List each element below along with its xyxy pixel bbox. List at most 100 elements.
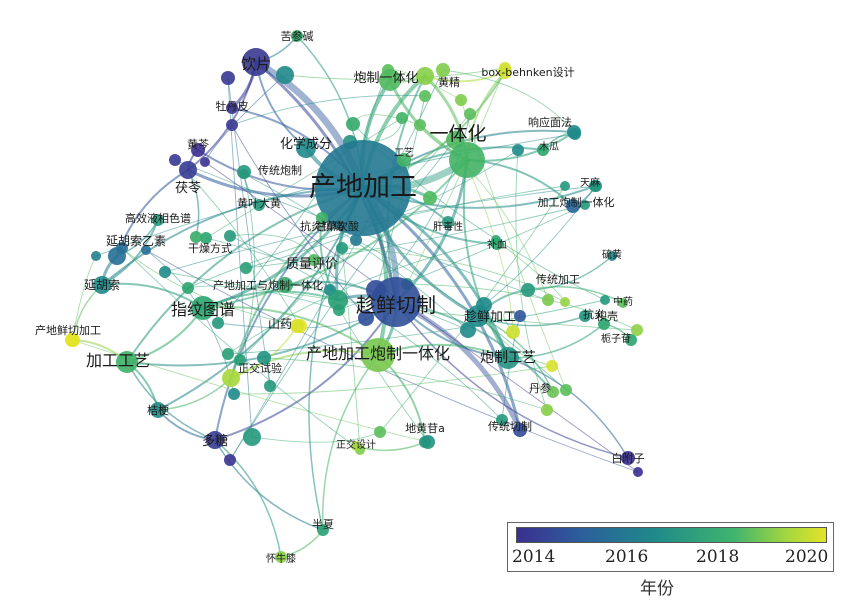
node-yinpian	[242, 48, 270, 76]
edge-minor	[187, 285, 340, 311]
minor-node	[336, 242, 348, 254]
label-kushen: 苦参碱	[281, 29, 314, 43]
node-paozhiyitihua	[379, 69, 401, 91]
node-huaxuechengfen	[296, 138, 316, 158]
label-paozhiyitihua: 炮制一体化	[353, 71, 418, 86]
node-chuantongqiezhi	[513, 423, 527, 437]
minor-node	[600, 295, 610, 305]
minor-node	[560, 181, 570, 191]
label-shanyao: 山药	[268, 317, 292, 331]
label-quxianjiagong: 趁鲜加工	[464, 310, 516, 325]
node-paozhiyitihua2	[361, 338, 395, 372]
label-danshen: 丹参	[529, 381, 551, 395]
label-banxia: 半夏	[312, 517, 334, 531]
label-liuhuang: 硫黄	[602, 248, 622, 261]
edge-minor	[419, 124, 549, 301]
minor-node	[200, 157, 210, 167]
node-gancaoyanzhi	[423, 191, 437, 205]
label-buxue: 补血	[487, 238, 507, 251]
node-ganzaofangshi	[190, 231, 202, 243]
network-nodes	[65, 30, 643, 563]
node-yanhusuo	[93, 276, 111, 294]
minor-node	[541, 404, 553, 416]
edge-minor	[341, 247, 361, 451]
edge-quxianjiagong-kangyan	[477, 315, 586, 327]
minor-node	[346, 117, 360, 131]
label-fuling: 茯苓	[175, 181, 201, 196]
minor-node	[222, 348, 234, 360]
minor-node	[396, 112, 408, 124]
minor-node	[159, 266, 171, 278]
edge-quxianqiezhi-baifuzi	[395, 301, 629, 459]
edge-chuantongjiagong-zhongyao	[527, 285, 624, 304]
node-boxbehnken	[498, 65, 512, 79]
minor-node	[169, 154, 181, 166]
edge-minor	[205, 237, 469, 331]
label-huaxuechengfen: 化学成分	[280, 136, 332, 152]
node-kangyanzhiyao	[316, 212, 328, 224]
minor-node	[560, 384, 572, 396]
edge-minor	[442, 69, 576, 135]
label-boxbehnken: box-behnken设计	[481, 66, 574, 79]
label-zhiliangpingjia: 质量评价	[286, 257, 338, 272]
node-baifuzi	[621, 451, 635, 465]
minor-node	[506, 325, 520, 339]
label-yinpian: 饮片	[241, 55, 271, 73]
minor-node	[240, 262, 252, 274]
label-baifuzi: 白附子	[612, 451, 645, 465]
minor-node	[228, 388, 240, 400]
node-paozhigongyi	[497, 347, 519, 369]
minor-node	[141, 245, 151, 255]
edge-minor	[239, 173, 255, 361]
edge-yitihua-zhiwentupu	[202, 159, 468, 309]
label-xiangying: 响应面法	[528, 115, 572, 129]
node-banxia	[317, 524, 329, 536]
edge-minor	[251, 431, 381, 443]
node-chandixianqie	[66, 333, 80, 347]
edge-minor	[233, 365, 553, 395]
edge-minor	[460, 99, 567, 391]
edge-minor	[71, 255, 97, 341]
edge-minor	[406, 283, 638, 331]
minor-node	[496, 414, 508, 426]
label-zhizicha: 栀子苷	[601, 332, 631, 345]
node-zhengjiaoshiyan	[222, 369, 240, 387]
minor-node	[460, 322, 476, 338]
minor-node	[182, 282, 194, 294]
colorbar-tick-2016: 2016	[605, 547, 649, 567]
node-chuantongjiagong	[521, 283, 535, 297]
node-gaoxiaoye	[152, 214, 164, 226]
minor-node	[224, 454, 236, 466]
node-yanhusuoyisu	[108, 247, 126, 265]
minor-node	[512, 144, 524, 156]
label-chuantongpaozhi: 传统炮制	[258, 164, 302, 177]
minor-node	[91, 251, 101, 261]
label-chandixianqie: 产地鲜切加工	[35, 323, 101, 337]
colorbar-tick-2018: 2018	[696, 547, 740, 567]
node-huainiuxi	[275, 551, 287, 563]
edge-yanhusuo-gaoxiaoye	[101, 219, 159, 286]
edge-minor	[406, 67, 506, 285]
network-edges	[71, 35, 639, 558]
minor-node	[234, 354, 246, 366]
minor-node	[226, 119, 238, 131]
label-tianma: 天麻	[580, 176, 600, 189]
minor-node	[514, 310, 526, 322]
label-yitihua: 一体化	[429, 123, 486, 145]
node-dihuangqia	[419, 436, 431, 448]
node-buxue	[491, 238, 503, 250]
minor-node	[436, 63, 450, 77]
node-mudanpi	[226, 102, 238, 114]
colorbar-title: 年份	[640, 579, 674, 599]
label-kangyan: 抗炎	[583, 307, 605, 321]
node-zhizicha	[625, 334, 637, 346]
edge-minor	[355, 239, 567, 391]
edge-huainiuxi-banxia	[280, 529, 324, 558]
node-kangyan	[579, 310, 591, 322]
minor-node	[414, 119, 426, 131]
node-liuhuang	[607, 251, 617, 261]
label-huainiuxi: 怀牛膝	[266, 552, 296, 565]
node-jiagonggongyi	[116, 351, 138, 373]
edge-quxianjiagong-danshen	[477, 315, 554, 393]
node-chandijiagongyuyitihua	[277, 277, 293, 293]
